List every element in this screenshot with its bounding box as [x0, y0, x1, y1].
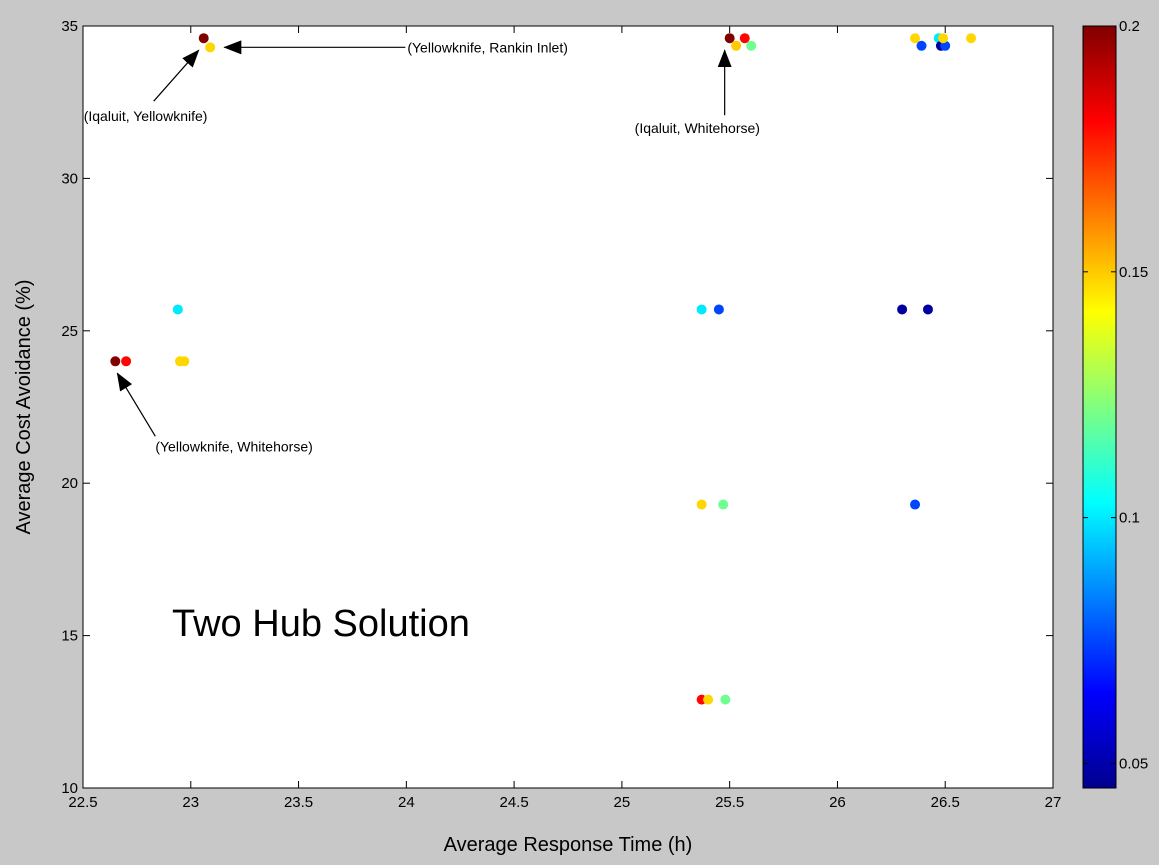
y-tick-label: 10	[61, 780, 78, 797]
data-point	[198, 33, 209, 44]
colorbar-gradient	[1083, 26, 1116, 788]
colorbar-tick-label: 0.2	[1119, 18, 1140, 35]
x-tick-label: 25.5	[715, 794, 744, 811]
data-point	[966, 33, 977, 44]
data-point	[922, 304, 933, 315]
x-axis-ticks: 22.5 23 23.5 24 24.5 25 25.5 26 26.5 27	[68, 26, 1061, 811]
annotation-arrow	[116, 372, 156, 437]
x-tick-label: 26.5	[931, 794, 960, 811]
y-axis-ticks: 10 15 20 25 30 35	[61, 18, 1053, 797]
data-point	[724, 33, 735, 44]
data-point	[897, 304, 908, 315]
data-point	[110, 356, 121, 367]
data-point	[713, 304, 724, 315]
data-point	[703, 694, 714, 705]
plot-area	[83, 26, 1053, 788]
y-tick-label: 30	[61, 170, 78, 187]
annotation-label: (Yellowknife, Whitehorse)	[155, 438, 312, 454]
y-tick-label: 15	[61, 628, 78, 645]
x-tick-label: 27	[1045, 794, 1062, 811]
data-point	[718, 499, 729, 510]
data-point	[720, 694, 731, 705]
data-point	[696, 499, 707, 510]
data-point	[938, 33, 949, 44]
data-point	[746, 40, 757, 51]
annotation-arrow	[153, 49, 200, 102]
colorbar-frame	[1082, 25, 1117, 789]
x-axis-title: Average Response Time (h)	[444, 834, 693, 856]
data-point	[940, 40, 951, 51]
y-tick-label: 25	[61, 323, 78, 340]
y-axis-title: Average Cost Avoidance (%)	[13, 280, 35, 535]
colorbar-ticks: 0.05 0.1 0.15 0.2	[1083, 18, 1148, 772]
annotations: (Iqaluit, Yellowknife) (Yellowknife, Rank…	[84, 39, 760, 454]
colorbar-tick-label: 0.05	[1119, 755, 1148, 772]
x-tick-label: 25	[614, 794, 631, 811]
data-point	[172, 304, 183, 315]
annotation-label: (Iqaluit, Yellowknife)	[84, 108, 208, 124]
x-tick-label: 23.5	[284, 794, 313, 811]
chart-annotation-text: Two Hub Solution	[172, 603, 470, 645]
data-point	[121, 356, 132, 367]
plot-frame	[82, 25, 1054, 789]
annotation-label: (Iqaluit, Whitehorse)	[635, 120, 760, 136]
colorbar-tick-label: 0.15	[1119, 264, 1148, 281]
data-point	[739, 33, 750, 44]
data-point	[205, 42, 216, 53]
colorbar-tick-label: 0.1	[1119, 510, 1140, 527]
data-point	[910, 499, 921, 510]
data-point	[179, 356, 190, 367]
x-tick-label: 24	[398, 794, 415, 811]
x-tick-label: 24.5	[500, 794, 529, 811]
y-tick-label: 35	[61, 18, 78, 35]
scatter-points	[110, 33, 977, 705]
data-point	[916, 40, 927, 51]
data-point	[731, 40, 742, 51]
x-tick-label: 26	[829, 794, 846, 811]
x-tick-label: 23	[182, 794, 199, 811]
y-tick-label: 20	[61, 475, 78, 492]
data-point	[696, 304, 707, 315]
annotation-label: (Yellowknife, Rankin Inlet)	[407, 39, 568, 55]
x-tick-label: 22.5	[68, 794, 97, 811]
data-point	[910, 33, 921, 44]
colorbar: 0.05 0.1 0.15 0.2	[1082, 18, 1148, 789]
